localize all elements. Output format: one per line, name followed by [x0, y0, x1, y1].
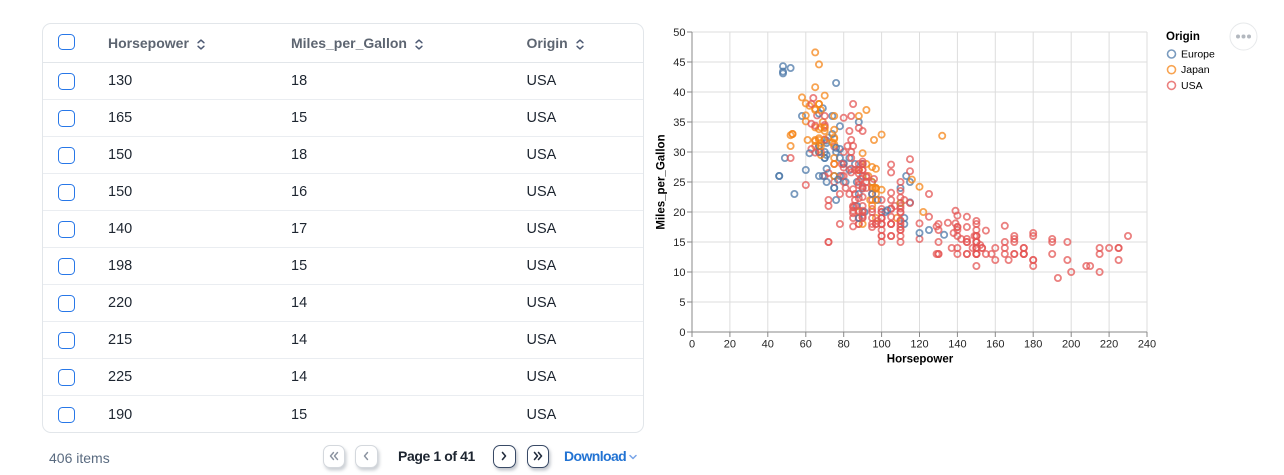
- svg-text:200: 200: [1062, 339, 1080, 351]
- svg-text:30: 30: [673, 147, 685, 159]
- svg-text:40: 40: [673, 87, 685, 99]
- svg-text:180: 180: [1024, 339, 1042, 351]
- svg-text:240: 240: [1138, 339, 1156, 351]
- svg-text:120: 120: [910, 339, 928, 351]
- svg-text:50: 50: [673, 27, 685, 39]
- svg-text:Origin: Origin: [1166, 31, 1200, 43]
- svg-text:0: 0: [679, 327, 685, 339]
- svg-text:20: 20: [724, 339, 736, 351]
- svg-text:140: 140: [948, 339, 966, 351]
- svg-text:100: 100: [872, 339, 890, 351]
- svg-text:Europe: Europe: [1181, 49, 1215, 61]
- svg-text:USA: USA: [1181, 80, 1203, 92]
- svg-text:160: 160: [986, 339, 1004, 351]
- svg-text:80: 80: [838, 339, 850, 351]
- svg-text:15: 15: [673, 237, 685, 249]
- svg-text:20: 20: [673, 207, 685, 219]
- svg-text:Japan: Japan: [1181, 64, 1210, 76]
- svg-text:45: 45: [673, 57, 685, 69]
- svg-text:40: 40: [762, 339, 774, 351]
- svg-text:35: 35: [673, 117, 685, 129]
- svg-text:60: 60: [800, 339, 812, 351]
- svg-text:5: 5: [679, 297, 685, 309]
- svg-text:25: 25: [673, 177, 685, 189]
- svg-text:Horsepower: Horsepower: [887, 354, 954, 366]
- svg-text:Miles_per_Gallon: Miles_per_Gallon: [656, 134, 668, 229]
- svg-text:0: 0: [689, 339, 695, 351]
- svg-text:220: 220: [1100, 339, 1118, 351]
- svg-text:10: 10: [673, 267, 685, 279]
